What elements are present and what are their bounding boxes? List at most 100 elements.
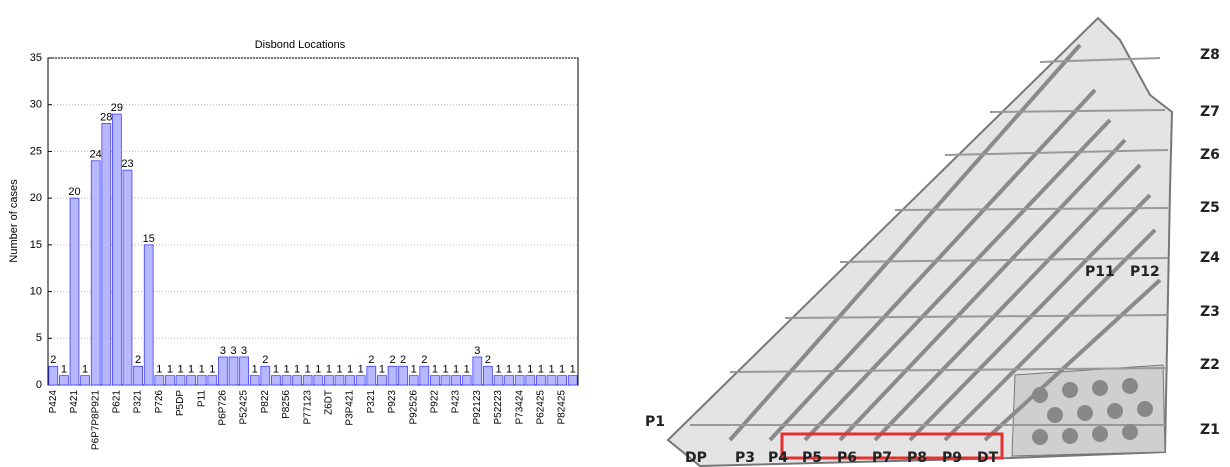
x-tick-label: P3P421 (345, 390, 356, 426)
bar (80, 375, 90, 386)
zone-label: Z6 (1200, 147, 1220, 163)
stringers (690, 57, 1169, 426)
x-tick-label: P423 (451, 390, 462, 414)
bar (557, 375, 567, 386)
bottom-label: P8 (907, 450, 927, 466)
y-tick-label: 30 (30, 99, 42, 111)
value-label: 1 (432, 364, 438, 376)
value-label: 3 (230, 345, 236, 357)
x-tick-label: P92123 (472, 390, 483, 425)
value-label: 1 (517, 364, 523, 376)
value-label: 1 (273, 364, 279, 376)
bottom-label: P9 (942, 450, 962, 466)
bar (504, 375, 514, 386)
value-label: 2 (400, 354, 406, 366)
wing-diagram (666, 16, 1174, 467)
value-label: 2 (485, 354, 491, 366)
bar (292, 375, 302, 386)
bar (483, 365, 493, 386)
bar (281, 375, 292, 386)
side-label: P1 (645, 414, 665, 430)
bar (355, 375, 366, 386)
bar (461, 375, 472, 386)
x-tick-label: P424 (48, 390, 59, 414)
x-tick-label: P6P726 (218, 390, 229, 426)
y-tick-label: 35 (30, 52, 42, 64)
bar (493, 375, 504, 386)
bar (398, 365, 408, 386)
y-tick-label: 0 (36, 379, 42, 391)
x-tick-label: P92526 (408, 390, 419, 425)
x-tick-label: P822 (260, 390, 271, 414)
value-label: 2 (135, 354, 141, 366)
bar (112, 113, 122, 386)
value-label: 1 (305, 364, 311, 376)
y-tick-label: 25 (30, 145, 42, 157)
chart-title: Disbond Locations (255, 39, 346, 51)
x-tick-label: P11 (196, 390, 207, 407)
bar (271, 375, 281, 386)
value-label: 1 (156, 364, 162, 376)
value-label: 1 (188, 364, 194, 376)
bar (472, 356, 483, 386)
value-label: 1 (252, 364, 258, 376)
holes (1032, 378, 1153, 445)
bar (228, 356, 239, 386)
bar (101, 123, 112, 386)
value-label: 2 (262, 354, 268, 366)
zone-label: Z7 (1200, 104, 1220, 120)
bar (334, 375, 345, 386)
value-label: 1 (326, 364, 332, 376)
x-tick-label: P321 (366, 390, 377, 414)
bar (408, 375, 419, 386)
x-tick-label: P8256 (281, 390, 292, 419)
value-label: 1 (570, 364, 576, 376)
bar (430, 375, 440, 386)
zone-label: Z4 (1200, 250, 1220, 266)
bar (69, 197, 80, 386)
x-tick-label: P73424 (514, 390, 525, 425)
value-label: 1 (464, 364, 470, 376)
value-label: 1 (315, 364, 321, 376)
value-label: 1 (411, 364, 417, 376)
zone-label: Z2 (1200, 357, 1220, 373)
bar (345, 375, 355, 386)
value-label: 23 (121, 158, 133, 170)
x-tick-label: P922 (430, 390, 441, 414)
wing-panel (666, 16, 1174, 467)
bar (419, 365, 430, 386)
zone-label: Z5 (1200, 200, 1220, 216)
bar (143, 244, 154, 386)
bar (387, 365, 398, 386)
bar (175, 375, 186, 386)
value-label: 1 (167, 364, 173, 376)
value-label: 1 (495, 364, 501, 376)
y-tick-label: 5 (36, 332, 42, 344)
bar (122, 169, 133, 386)
bar (249, 375, 260, 386)
bar (207, 375, 218, 386)
bottom-label: P3 (735, 450, 755, 466)
bar (260, 365, 271, 386)
value-label: 28 (100, 111, 112, 123)
side-label: P12 (1130, 264, 1160, 280)
x-tick-label: P321 (133, 390, 144, 414)
value-label: 2 (50, 354, 56, 366)
bar (239, 356, 249, 386)
y-tick-label: 10 (30, 285, 42, 297)
bar (377, 375, 387, 386)
y-axis-label: Number of cases (8, 179, 20, 263)
value-label: 2 (368, 354, 374, 366)
x-tick-label: P726 (154, 390, 165, 414)
bar (546, 375, 557, 386)
y-tick-label: 20 (30, 192, 42, 204)
value-label: 1 (527, 364, 533, 376)
value-label: 2 (389, 354, 395, 366)
bar (313, 375, 324, 386)
highlight-box (780, 432, 1004, 460)
value-label: 1 (283, 364, 289, 376)
value-label: 3 (241, 345, 247, 357)
zone-label: Z1 (1200, 422, 1220, 438)
bar (48, 365, 59, 386)
